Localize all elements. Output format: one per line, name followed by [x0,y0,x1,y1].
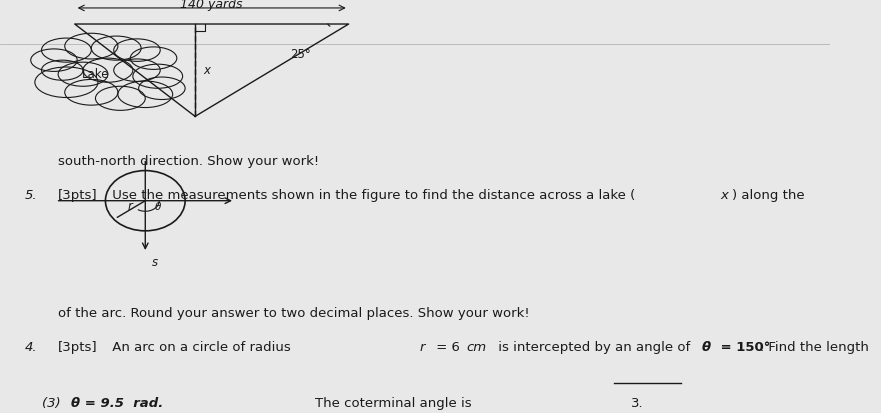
Text: 3.: 3. [631,397,643,411]
Text: θ = 9.5  rad.: θ = 9.5 rad. [70,397,163,411]
Text: 5.: 5. [25,189,38,202]
Text: Use the measurements shown in the figure to find the distance across a lake (: Use the measurements shown in the figure… [107,189,635,202]
Text: is intercepted by an angle of: is intercepted by an angle of [494,341,694,354]
Text: = 6: = 6 [432,341,463,354]
Text: south-north direction. Show your work!: south-north direction. Show your work! [58,154,319,168]
Text: The coterminal angle is: The coterminal angle is [315,397,472,411]
Text: 25°: 25° [291,47,311,61]
Text: = 150°: = 150° [715,341,770,354]
Text: [3pts]: [3pts] [58,189,98,202]
Text: x: x [721,189,729,202]
Text: ) along the: ) along the [732,189,805,202]
Text: x: x [204,64,211,77]
Text: 140 yards: 140 yards [181,0,243,11]
Text: cm: cm [467,341,486,354]
Text: (3): (3) [41,397,69,411]
Text: Lake: Lake [82,68,109,81]
Text: 4.: 4. [25,341,38,354]
Text: r: r [419,341,425,354]
Text: [3pts]: [3pts] [58,341,98,354]
Text: An arc on a circle of radius: An arc on a circle of radius [107,341,295,354]
Text: r: r [128,200,132,213]
Text: θ: θ [701,341,711,354]
Text: θ: θ [155,202,161,212]
Text: of the arc. Round your answer to two decimal places. Show your work!: of the arc. Round your answer to two dec… [58,307,529,320]
Text: s: s [152,256,158,269]
Text: . Find the length: . Find the length [759,341,869,354]
